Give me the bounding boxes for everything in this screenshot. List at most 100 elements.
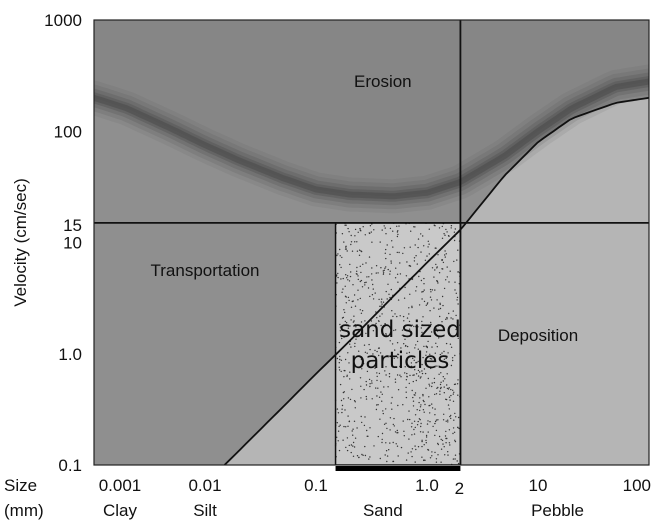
sand-dot xyxy=(457,249,459,251)
sand-dot xyxy=(369,385,371,388)
sand-dot xyxy=(355,326,357,328)
sand-dot xyxy=(372,353,374,355)
sand-dot xyxy=(414,445,416,447)
sand-dot xyxy=(417,360,419,363)
sand-dot xyxy=(376,372,378,374)
sand-dot xyxy=(364,320,366,322)
sand-dot xyxy=(396,429,398,432)
sand-dot xyxy=(439,307,442,310)
sand-dot xyxy=(417,326,419,328)
sand-dot xyxy=(413,433,416,435)
sand-dot xyxy=(421,324,424,326)
sand-dot xyxy=(401,329,404,331)
sand-dot xyxy=(362,362,365,365)
sand-dot xyxy=(384,227,386,229)
sand-dot xyxy=(431,267,434,269)
sand-dot xyxy=(341,408,343,410)
sand-dot xyxy=(453,431,456,433)
sand-dot xyxy=(427,431,429,433)
sand-dot xyxy=(346,277,348,279)
sand-dot xyxy=(373,229,375,231)
sand-dot xyxy=(445,357,447,359)
sand-dot xyxy=(405,391,407,393)
sand-dot xyxy=(447,404,450,406)
sand-dot xyxy=(394,329,397,331)
sand-dot xyxy=(354,324,356,326)
sand-dot xyxy=(424,459,426,461)
sand-dot xyxy=(413,428,415,431)
sand-dot xyxy=(422,316,424,318)
sand-dot xyxy=(350,319,352,321)
sand-dot xyxy=(428,228,430,230)
sand-dot xyxy=(357,231,359,233)
sand-dot xyxy=(432,425,434,428)
sand-dot xyxy=(427,340,429,343)
sand-dot xyxy=(391,408,393,410)
sand-dot xyxy=(438,308,440,310)
sand-dot xyxy=(457,462,460,465)
sand-dot xyxy=(425,324,427,326)
sand-dot xyxy=(380,305,382,307)
sand-dot xyxy=(456,296,459,299)
sand-dot xyxy=(433,377,436,380)
sand-dot xyxy=(404,372,406,374)
sand-dot xyxy=(396,374,399,376)
sand-dot xyxy=(336,357,339,360)
sand-dot xyxy=(343,425,345,428)
sand-dot xyxy=(346,250,348,252)
sand-dot xyxy=(392,246,394,248)
sand-dot xyxy=(342,288,344,290)
sand-dot xyxy=(388,449,390,451)
sand-dot xyxy=(354,305,357,307)
sand-dot xyxy=(343,241,345,243)
sand-dot xyxy=(361,359,364,361)
sand-dot xyxy=(363,424,366,427)
sand-dot xyxy=(412,357,414,360)
sand-dot xyxy=(378,298,380,301)
sand-box xyxy=(335,222,461,465)
sand-dot xyxy=(362,454,364,456)
sand-dot xyxy=(363,344,366,346)
sand-dot xyxy=(377,320,380,322)
sand-dot xyxy=(366,352,368,354)
sand-dot xyxy=(364,284,366,286)
sand-dot xyxy=(454,281,456,283)
sand-dot xyxy=(379,241,381,243)
sand-dot xyxy=(408,351,411,354)
sand-dot xyxy=(430,299,433,301)
region-label: Transportation xyxy=(151,261,260,280)
sand-dot xyxy=(446,362,448,364)
sand-dot xyxy=(360,321,363,323)
sand-dot xyxy=(364,351,367,353)
sand-dot xyxy=(336,254,338,257)
sand-dot xyxy=(455,416,457,418)
sand-dot xyxy=(443,413,445,415)
sand-dot xyxy=(427,420,429,422)
sand-dot xyxy=(359,377,362,379)
sand-dot xyxy=(345,224,347,226)
sand-dot xyxy=(348,362,350,364)
sand-dot xyxy=(344,370,346,372)
sand-dot xyxy=(379,352,382,354)
sand-dot xyxy=(435,461,438,463)
sand-dot xyxy=(394,381,397,383)
sand-dot xyxy=(359,309,361,311)
plot-area xyxy=(94,20,649,465)
sand-dot xyxy=(438,227,441,229)
sand-dot xyxy=(374,349,376,352)
sand-dot xyxy=(445,398,448,401)
sand-dot xyxy=(458,427,460,430)
sand-dot xyxy=(434,420,437,423)
sand-dot xyxy=(452,427,455,429)
sand-dot xyxy=(423,283,425,285)
sand-dot xyxy=(419,362,422,364)
sand-dot xyxy=(396,231,399,233)
sand-dot xyxy=(383,225,385,227)
sand-dot xyxy=(356,266,358,269)
sand-dot xyxy=(450,394,452,397)
sand-dot xyxy=(338,449,341,452)
sand-dot xyxy=(353,315,355,317)
sand-dot xyxy=(410,230,412,232)
sand-dot xyxy=(420,233,422,235)
sand-dot xyxy=(452,318,454,320)
